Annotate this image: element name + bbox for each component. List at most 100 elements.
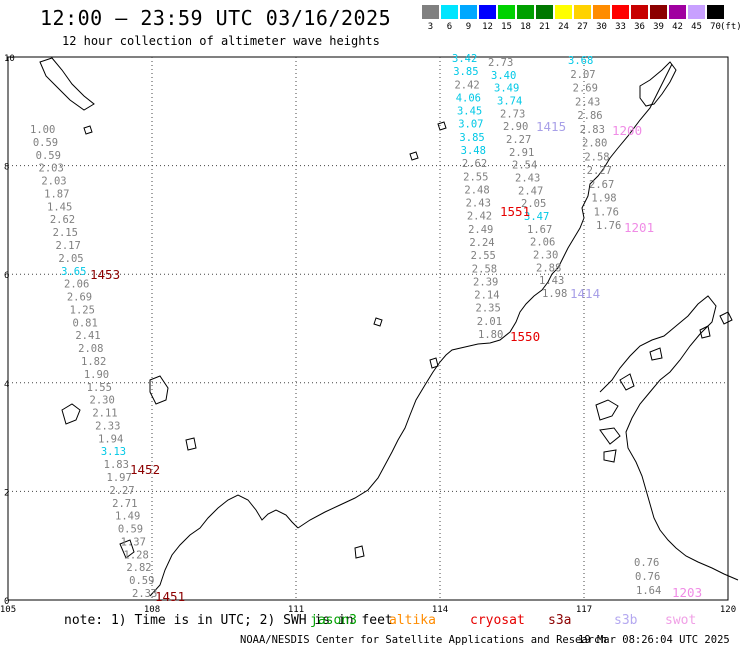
legend-label: 33 [615, 22, 626, 32]
wave-height-value: 0.59 [118, 524, 143, 536]
footer-credit: NOAA/NESDIS Center for Satellite Applica… [240, 634, 607, 646]
wave-height-value: 2.07 [570, 69, 595, 81]
wave-height-value: 0.59 [36, 150, 61, 162]
wave-height-value: 3.07 [458, 119, 483, 131]
wave-height-value: 2.80 [582, 138, 607, 150]
wave-height-value: 2.73 [500, 108, 525, 120]
x-tick-label: 120 [720, 605, 736, 615]
legend-swatch [555, 5, 572, 19]
pass-labels: 1453 1452 1451 1551 1550 1415 1414 1200 1201 1203 [90, 119, 702, 604]
wave-height-value: 2.30 [90, 395, 115, 407]
legend-swatch [498, 5, 515, 19]
wave-height-value: 3.65 [61, 266, 86, 278]
wave-height-value: 2.39 [473, 276, 498, 288]
page-title: 12:00 – 23:59 UTC 03/16/2025 [40, 6, 392, 30]
pass-label: 1551 [500, 204, 530, 219]
mission-label: altika [389, 613, 436, 628]
legend-label: 24 [558, 22, 569, 32]
coastline-east [599, 295, 739, 581]
wave-height-value: 3.13 [101, 446, 126, 458]
wave-height-value: 1.97 [107, 472, 132, 484]
wave-height-value: 1.76 [596, 220, 621, 232]
legend-label: 3 [427, 22, 434, 32]
legend-label: 12 [482, 22, 493, 32]
pass-label: 1451 [155, 589, 185, 604]
x-tick-label: 114 [432, 605, 448, 615]
legend-swatch [688, 5, 705, 19]
wave-height-value: 1.45 [47, 201, 72, 213]
wave-height-value: 1.87 [44, 188, 69, 200]
y-tick-label: 4 [4, 380, 9, 390]
wave-height-value: 4.06 [456, 92, 481, 104]
wave-height-value: 2.91 [509, 147, 534, 159]
legend-swatch [631, 5, 648, 19]
legend-label: 6 [446, 22, 453, 32]
mission-label: s3a [548, 613, 572, 628]
wave-height-value: 1.83 [104, 459, 129, 471]
wave-height-value: 1.25 [70, 304, 95, 316]
legend-label: 30 [596, 22, 607, 32]
coastline-strait-islands [619, 325, 711, 391]
wave-height-value: 2.15 [53, 227, 78, 239]
wave-height-value: 2.27 [109, 485, 134, 497]
legend-label: 9 [465, 22, 472, 32]
wave-height-value: 2.83 [580, 124, 605, 136]
mission-label: jason3 [310, 613, 357, 628]
wave-height-value: 1.76 [594, 206, 619, 218]
y-tick-label: 0 [4, 597, 9, 607]
map-grid [7, 56, 729, 601]
wave-height-value: 2.11 [92, 408, 117, 420]
wave-height-value: 2.33 [132, 588, 157, 600]
wave-height-value: 3.45 [457, 106, 482, 118]
map-frame [7, 56, 729, 601]
wave-height-value: 2.48 [464, 184, 489, 196]
wave-height-value: 2.14 [474, 290, 499, 302]
wave-height-value: 0.81 [73, 317, 98, 329]
legend-label: 39 [653, 22, 664, 32]
wave-height-value: 1.80 [478, 329, 503, 341]
wave-height-value: 2.27 [587, 165, 612, 177]
wave-height-value: 2.55 [471, 250, 496, 262]
y-tick-label: 6 [4, 271, 9, 281]
coastline-island-north [639, 61, 677, 107]
y-tick-label: 2 [4, 488, 9, 498]
wave-height-value: 3.48 [461, 145, 486, 157]
wave-height-value: 2.69 [67, 292, 92, 304]
wave-height-value: 2.06 [530, 237, 555, 249]
wave-height-value: 2.42 [467, 211, 492, 223]
wave-height-value: 0.76 [634, 557, 659, 569]
legend-swatch [517, 5, 534, 19]
wave-height-value: 2.43 [515, 173, 540, 185]
y-tick-label: 8 [4, 163, 9, 173]
x-tick-label: 108 [144, 605, 160, 615]
legend-swatch [441, 5, 458, 19]
pass-label: 1200 [612, 123, 642, 138]
wave-height-value: 2.55 [463, 171, 488, 183]
legend-swatch [536, 5, 553, 19]
pass-label: 1201 [624, 220, 654, 235]
wave-height-value: 2.69 [573, 83, 598, 95]
wave-height-value: 2.42 [454, 79, 479, 91]
wave-height-value: 2.82 [126, 562, 151, 574]
wave-height-value: 2.54 [512, 160, 537, 172]
legend-label: 45 [691, 22, 702, 32]
wave-height-value: 0.59 [129, 575, 154, 587]
wave-height-value: 2.05 [58, 253, 83, 265]
wave-height-tracks: 1.000.590.592.032.031.871.452.622.152.17… [30, 53, 661, 600]
pass-label: 1550 [510, 329, 540, 344]
wave-height-value: 3.49 [494, 83, 519, 95]
wave-height-value: 0.76 [635, 571, 660, 583]
wave-height-value: 3.85 [459, 132, 484, 144]
legend-swatch [669, 5, 686, 19]
wave-height-value: 2.05 [521, 198, 546, 210]
wave-height-value: 1.49 [115, 511, 140, 523]
mission-label: cryosat [470, 613, 525, 628]
wave-height-value: 1.43 [539, 275, 564, 287]
page-subtitle: 12 hour collection of altimeter wave hei… [62, 34, 380, 48]
wave-height-value: 2.35 [476, 303, 501, 315]
wave-height-value: 1.98 [542, 288, 567, 300]
wave-height-value: 2.43 [575, 96, 600, 108]
legend-label: 27 [577, 22, 588, 32]
mission-label: s3b [614, 613, 638, 628]
